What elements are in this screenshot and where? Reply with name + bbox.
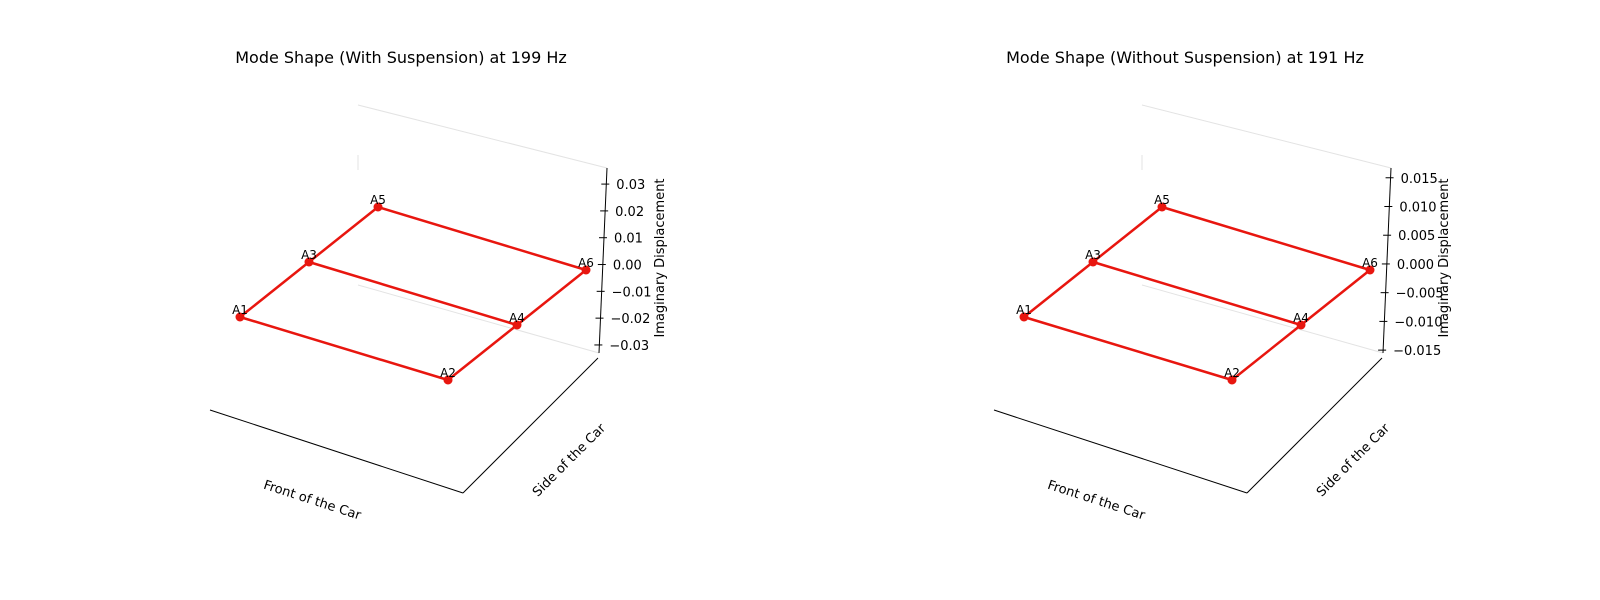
edge xyxy=(239,261,310,318)
z-tick-label: −0.03 xyxy=(609,339,649,354)
point xyxy=(443,375,453,385)
chart-title: Mode Shape (With Suspension) at 199 Hz xyxy=(235,48,567,67)
z-tick-label: 0.02 xyxy=(615,205,644,220)
z-axis-label: Imaginary Displacement xyxy=(1437,178,1452,337)
point xyxy=(1157,202,1167,212)
z-tick-label: 0.00 xyxy=(613,259,642,274)
pane-edge xyxy=(357,284,600,354)
point xyxy=(1365,265,1375,275)
edge xyxy=(447,324,518,381)
edge xyxy=(308,260,518,327)
pane-edge xyxy=(1141,284,1384,354)
pane-edge xyxy=(1141,104,1392,169)
edge xyxy=(1023,261,1094,318)
z-tick-label: 0.000 xyxy=(1397,258,1434,273)
pane-edge xyxy=(357,104,608,169)
z-tick-label: −0.01 xyxy=(612,285,652,300)
edge xyxy=(1023,315,1233,382)
z-tick-label: 0.015 xyxy=(1401,172,1438,187)
edge xyxy=(308,206,379,263)
point xyxy=(581,265,591,275)
z-axis xyxy=(598,167,608,354)
z-axis xyxy=(1382,167,1392,354)
point-label: A5 xyxy=(370,193,386,207)
point-label: A4 xyxy=(1293,311,1309,325)
point-label: A3 xyxy=(1085,248,1101,262)
z-tick-label: −0.015 xyxy=(1393,344,1441,359)
point xyxy=(235,312,245,322)
chart-title: Mode Shape (Without Suspension) at 191 H… xyxy=(1006,48,1364,67)
point xyxy=(1019,312,1029,322)
point-label: A3 xyxy=(301,248,317,262)
edge xyxy=(516,269,587,326)
point xyxy=(373,202,383,212)
x-axis-label: Front of the Car xyxy=(1045,478,1147,524)
point xyxy=(1227,375,1237,385)
edge xyxy=(239,315,449,382)
point-label: A4 xyxy=(509,311,525,325)
point-label: A6 xyxy=(578,256,594,270)
z-tick-label: 0.01 xyxy=(614,232,643,247)
z-tick-label: 0.03 xyxy=(616,178,645,193)
point-label: A1 xyxy=(232,303,248,317)
edge xyxy=(1300,269,1371,326)
point-label: A2 xyxy=(1224,366,1240,380)
point-label: A1 xyxy=(1016,303,1032,317)
z-tick-label: −0.005 xyxy=(1396,287,1444,302)
x-axis xyxy=(209,409,464,494)
z-tick-label: 0.010 xyxy=(1399,200,1436,215)
point-label: A5 xyxy=(1154,193,1170,207)
edge xyxy=(377,205,587,272)
y-axis xyxy=(1246,357,1383,494)
y-axis-label: Side of the Car xyxy=(1314,421,1393,500)
point xyxy=(1296,320,1306,330)
edge xyxy=(1161,205,1371,272)
point xyxy=(512,320,522,330)
point-label: A6 xyxy=(1362,256,1378,270)
x-axis-label: Front of the Car xyxy=(261,478,363,524)
z-axis-label: Imaginary Displacement xyxy=(653,178,668,337)
point xyxy=(1088,257,1098,267)
edge xyxy=(1092,206,1163,263)
z-tick-label: −0.02 xyxy=(611,312,651,327)
y-axis xyxy=(462,357,599,494)
z-tick-label: 0.005 xyxy=(1398,229,1435,244)
z-tick-label: −0.010 xyxy=(1394,315,1442,330)
x-axis xyxy=(993,409,1248,494)
point-label: A2 xyxy=(440,366,456,380)
edge xyxy=(1231,324,1302,381)
y-axis-label: Side of the Car xyxy=(530,421,609,500)
edge xyxy=(1092,260,1302,327)
point xyxy=(304,257,314,267)
